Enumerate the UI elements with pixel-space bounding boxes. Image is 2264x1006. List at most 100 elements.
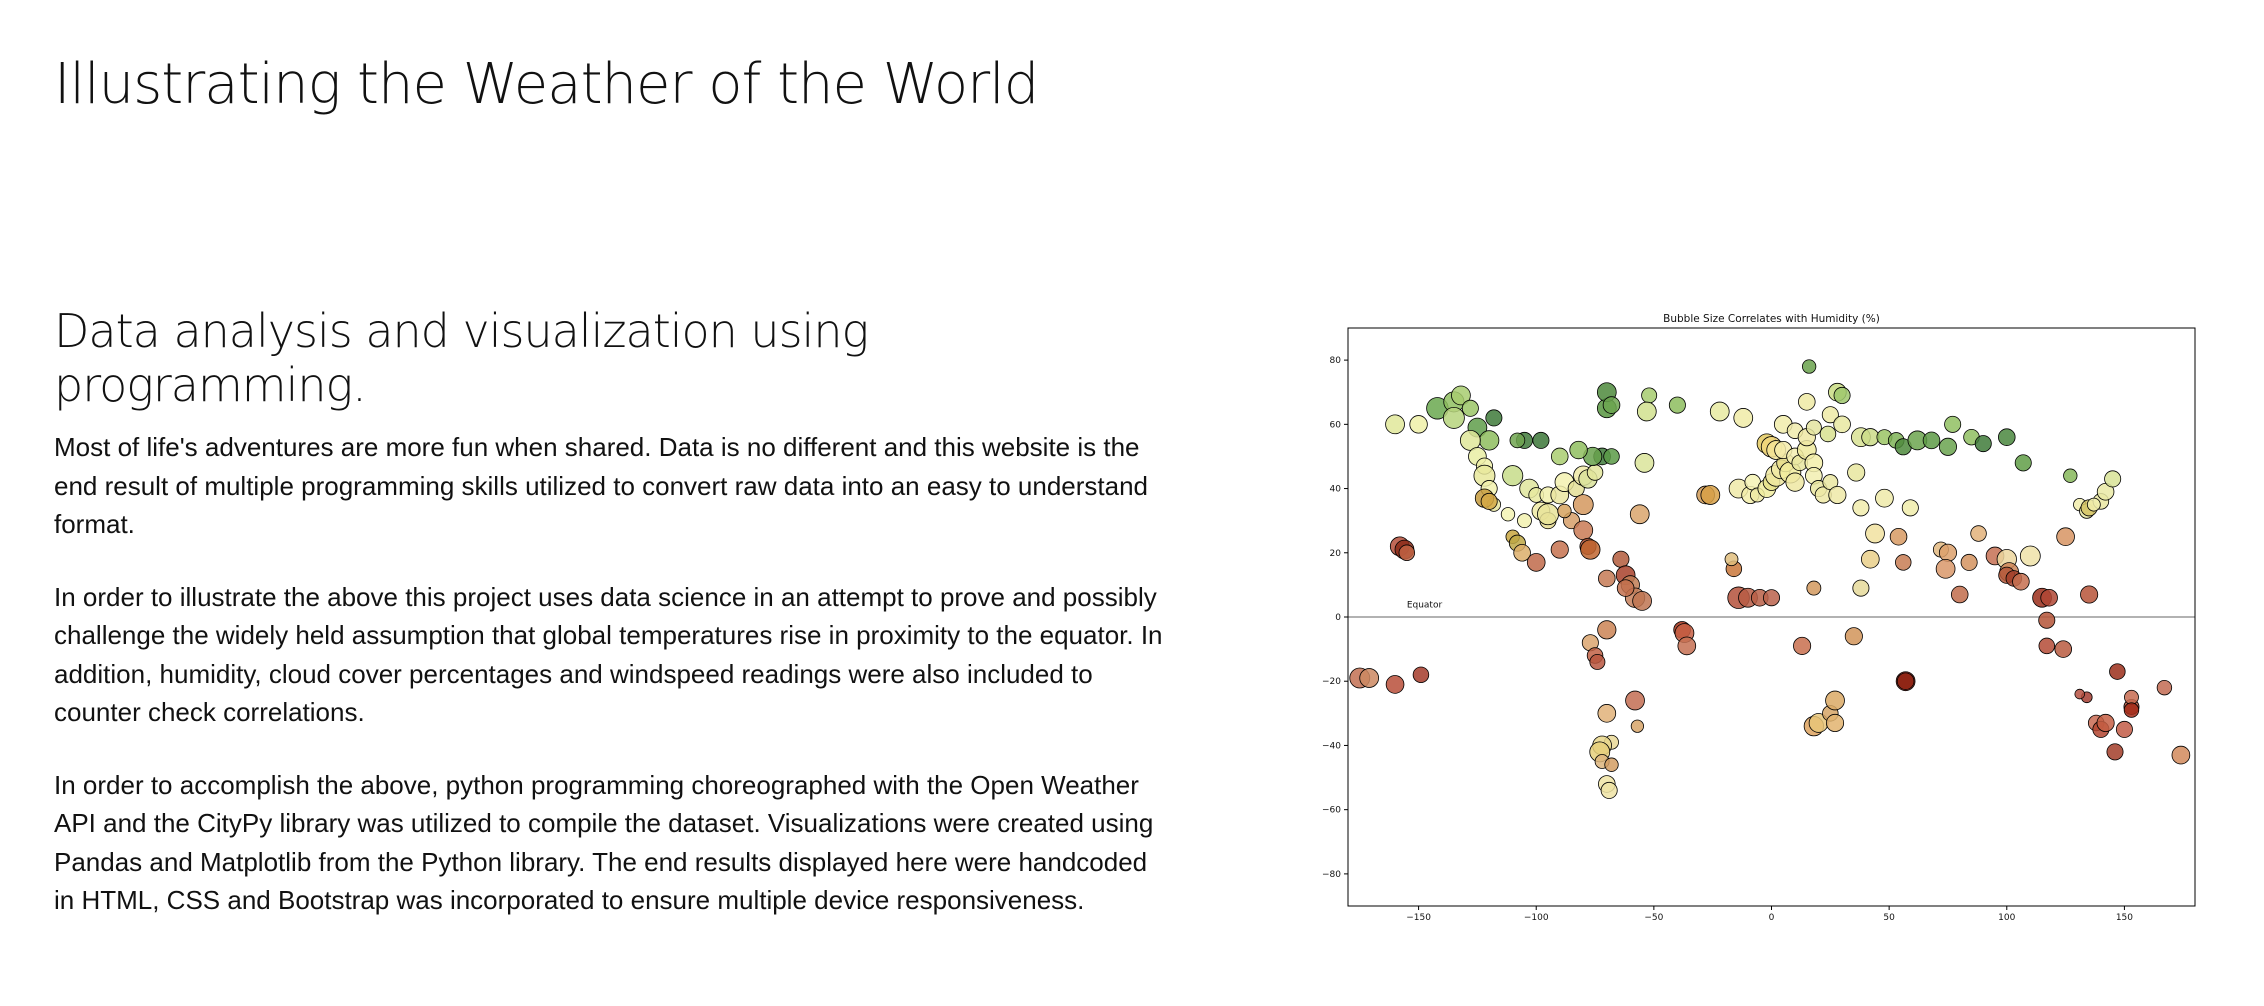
city-bubble <box>1461 399 1479 417</box>
city-bubble <box>1597 620 1617 640</box>
intro-paragraph-1: Most of life's adventures are more fun w… <box>54 432 1149 539</box>
city-bubble <box>1819 425 1837 443</box>
city-bubble <box>1935 558 1956 579</box>
city-bubble <box>1612 550 1630 568</box>
x-tick-label: −50 <box>1644 913 1663 923</box>
city-bubble <box>2012 572 2030 591</box>
city-bubble <box>1632 591 1652 611</box>
city-bubble <box>1825 713 1845 733</box>
city-bubble <box>1480 492 1498 510</box>
city-bubble <box>1785 472 1805 492</box>
city-bubble <box>1833 415 1851 434</box>
city-bubble <box>1479 430 1500 451</box>
city-bubble <box>1513 544 1531 562</box>
x-tick-label: 150 <box>2116 913 2133 923</box>
city-bubble <box>1586 464 1604 481</box>
city-bubble <box>1798 393 1816 411</box>
city-bubble <box>1793 636 1812 655</box>
city-bubble <box>1922 431 1941 450</box>
city-bubble <box>1852 579 1870 597</box>
intro-paragraph-3: In order to accomplish the above, python… <box>54 769 1154 916</box>
city-bubble <box>1502 465 1524 487</box>
city-bubble <box>1636 401 1657 422</box>
city-bubble <box>1359 668 1380 688</box>
city-bubble <box>1385 414 1405 435</box>
city-bubble <box>1724 552 1739 567</box>
city-bubble <box>1828 485 1847 505</box>
city-bubble <box>1901 499 1919 517</box>
city-bubble <box>2054 640 2073 658</box>
city-bubble <box>1861 549 1880 569</box>
city-bubble <box>1572 494 1594 516</box>
y-tick-label: 40 <box>1330 485 1342 495</box>
city-bubble <box>2156 679 2173 696</box>
city-bubble <box>1762 589 1780 607</box>
city-bubble <box>1442 406 1465 429</box>
city-bubble <box>1550 447 1569 466</box>
city-bubble <box>2171 745 2191 765</box>
city-bubble <box>1569 440 1588 460</box>
x-tick-label: −100 <box>1524 913 1549 923</box>
city-bubble <box>1944 415 1962 433</box>
city-bubble <box>1825 690 1845 711</box>
city-bubble <box>2056 527 2075 547</box>
city-bubble <box>1668 396 1686 414</box>
y-tick-label: 60 <box>1330 420 1342 430</box>
city-bubble <box>1451 385 1471 406</box>
humidity-bubble-chart: Bubble Size Correlates with Humidity (%)… <box>1300 306 2230 926</box>
city-bubble <box>1889 527 1908 546</box>
city-bubble <box>1604 757 1619 772</box>
x-tick-label: 50 <box>1883 913 1895 923</box>
chart-svg: Bubble Size Correlates with Humidity (%)… <box>1322 313 2196 923</box>
city-bubble <box>1532 431 1550 449</box>
equator-label: Equator <box>1407 600 1443 610</box>
y-tick-label: −40 <box>1322 741 1341 751</box>
y-tick-label: −80 <box>1322 870 1341 880</box>
city-bubble <box>1801 359 1817 374</box>
city-bubble <box>2115 720 2133 738</box>
city-bubble <box>2038 637 2056 655</box>
city-bubble <box>1509 432 1526 449</box>
y-tick-label: 20 <box>1330 549 1342 559</box>
city-bubble <box>2124 689 2139 705</box>
city-bubble <box>1865 523 1885 544</box>
city-bubble <box>2106 743 2124 761</box>
city-bubble <box>1733 408 1754 428</box>
city-bubble <box>1806 580 1822 596</box>
city-bubble <box>1998 428 2016 446</box>
city-bubble <box>1550 540 1569 559</box>
intro-section: Data analysis and visualization using pr… <box>54 304 1174 954</box>
city-bubble <box>1600 781 1618 799</box>
x-tick-label: 100 <box>1998 913 2015 923</box>
city-bubble <box>1938 543 1957 562</box>
city-bubble <box>1700 485 1721 505</box>
city-bubble <box>1485 409 1503 427</box>
city-bubble <box>2019 545 2041 567</box>
city-bubble <box>1537 503 1559 526</box>
city-bubble <box>2096 713 2115 733</box>
city-bubble <box>1641 387 1658 404</box>
city-bubble <box>1950 585 1969 604</box>
city-bubble <box>1970 525 1987 542</box>
city-bubble <box>1630 719 1645 733</box>
city-bubble <box>2109 663 2126 680</box>
city-bubble <box>1526 553 1546 572</box>
city-bubble <box>1500 507 1516 522</box>
city-bubble <box>1847 463 1866 482</box>
city-bubble <box>1974 435 1992 453</box>
x-tick-label: −150 <box>1406 913 1431 923</box>
city-bubble <box>1616 579 1635 597</box>
city-bubble <box>1602 396 1621 414</box>
city-bubble <box>1597 704 1617 723</box>
city-bubble <box>1677 636 1697 656</box>
city-bubble <box>1805 419 1822 436</box>
city-bubble <box>1852 499 1870 517</box>
x-tick-label: 0 <box>1769 913 1775 923</box>
city-bubble <box>1709 401 1730 422</box>
chart-marks <box>1349 359 2191 799</box>
city-bubble <box>1821 406 1839 424</box>
city-bubble <box>2063 468 2078 483</box>
city-bubble <box>1517 513 1532 529</box>
chart-title: Bubble Size Correlates with Humidity (%) <box>1663 313 1880 325</box>
city-bubble <box>1833 386 1851 404</box>
